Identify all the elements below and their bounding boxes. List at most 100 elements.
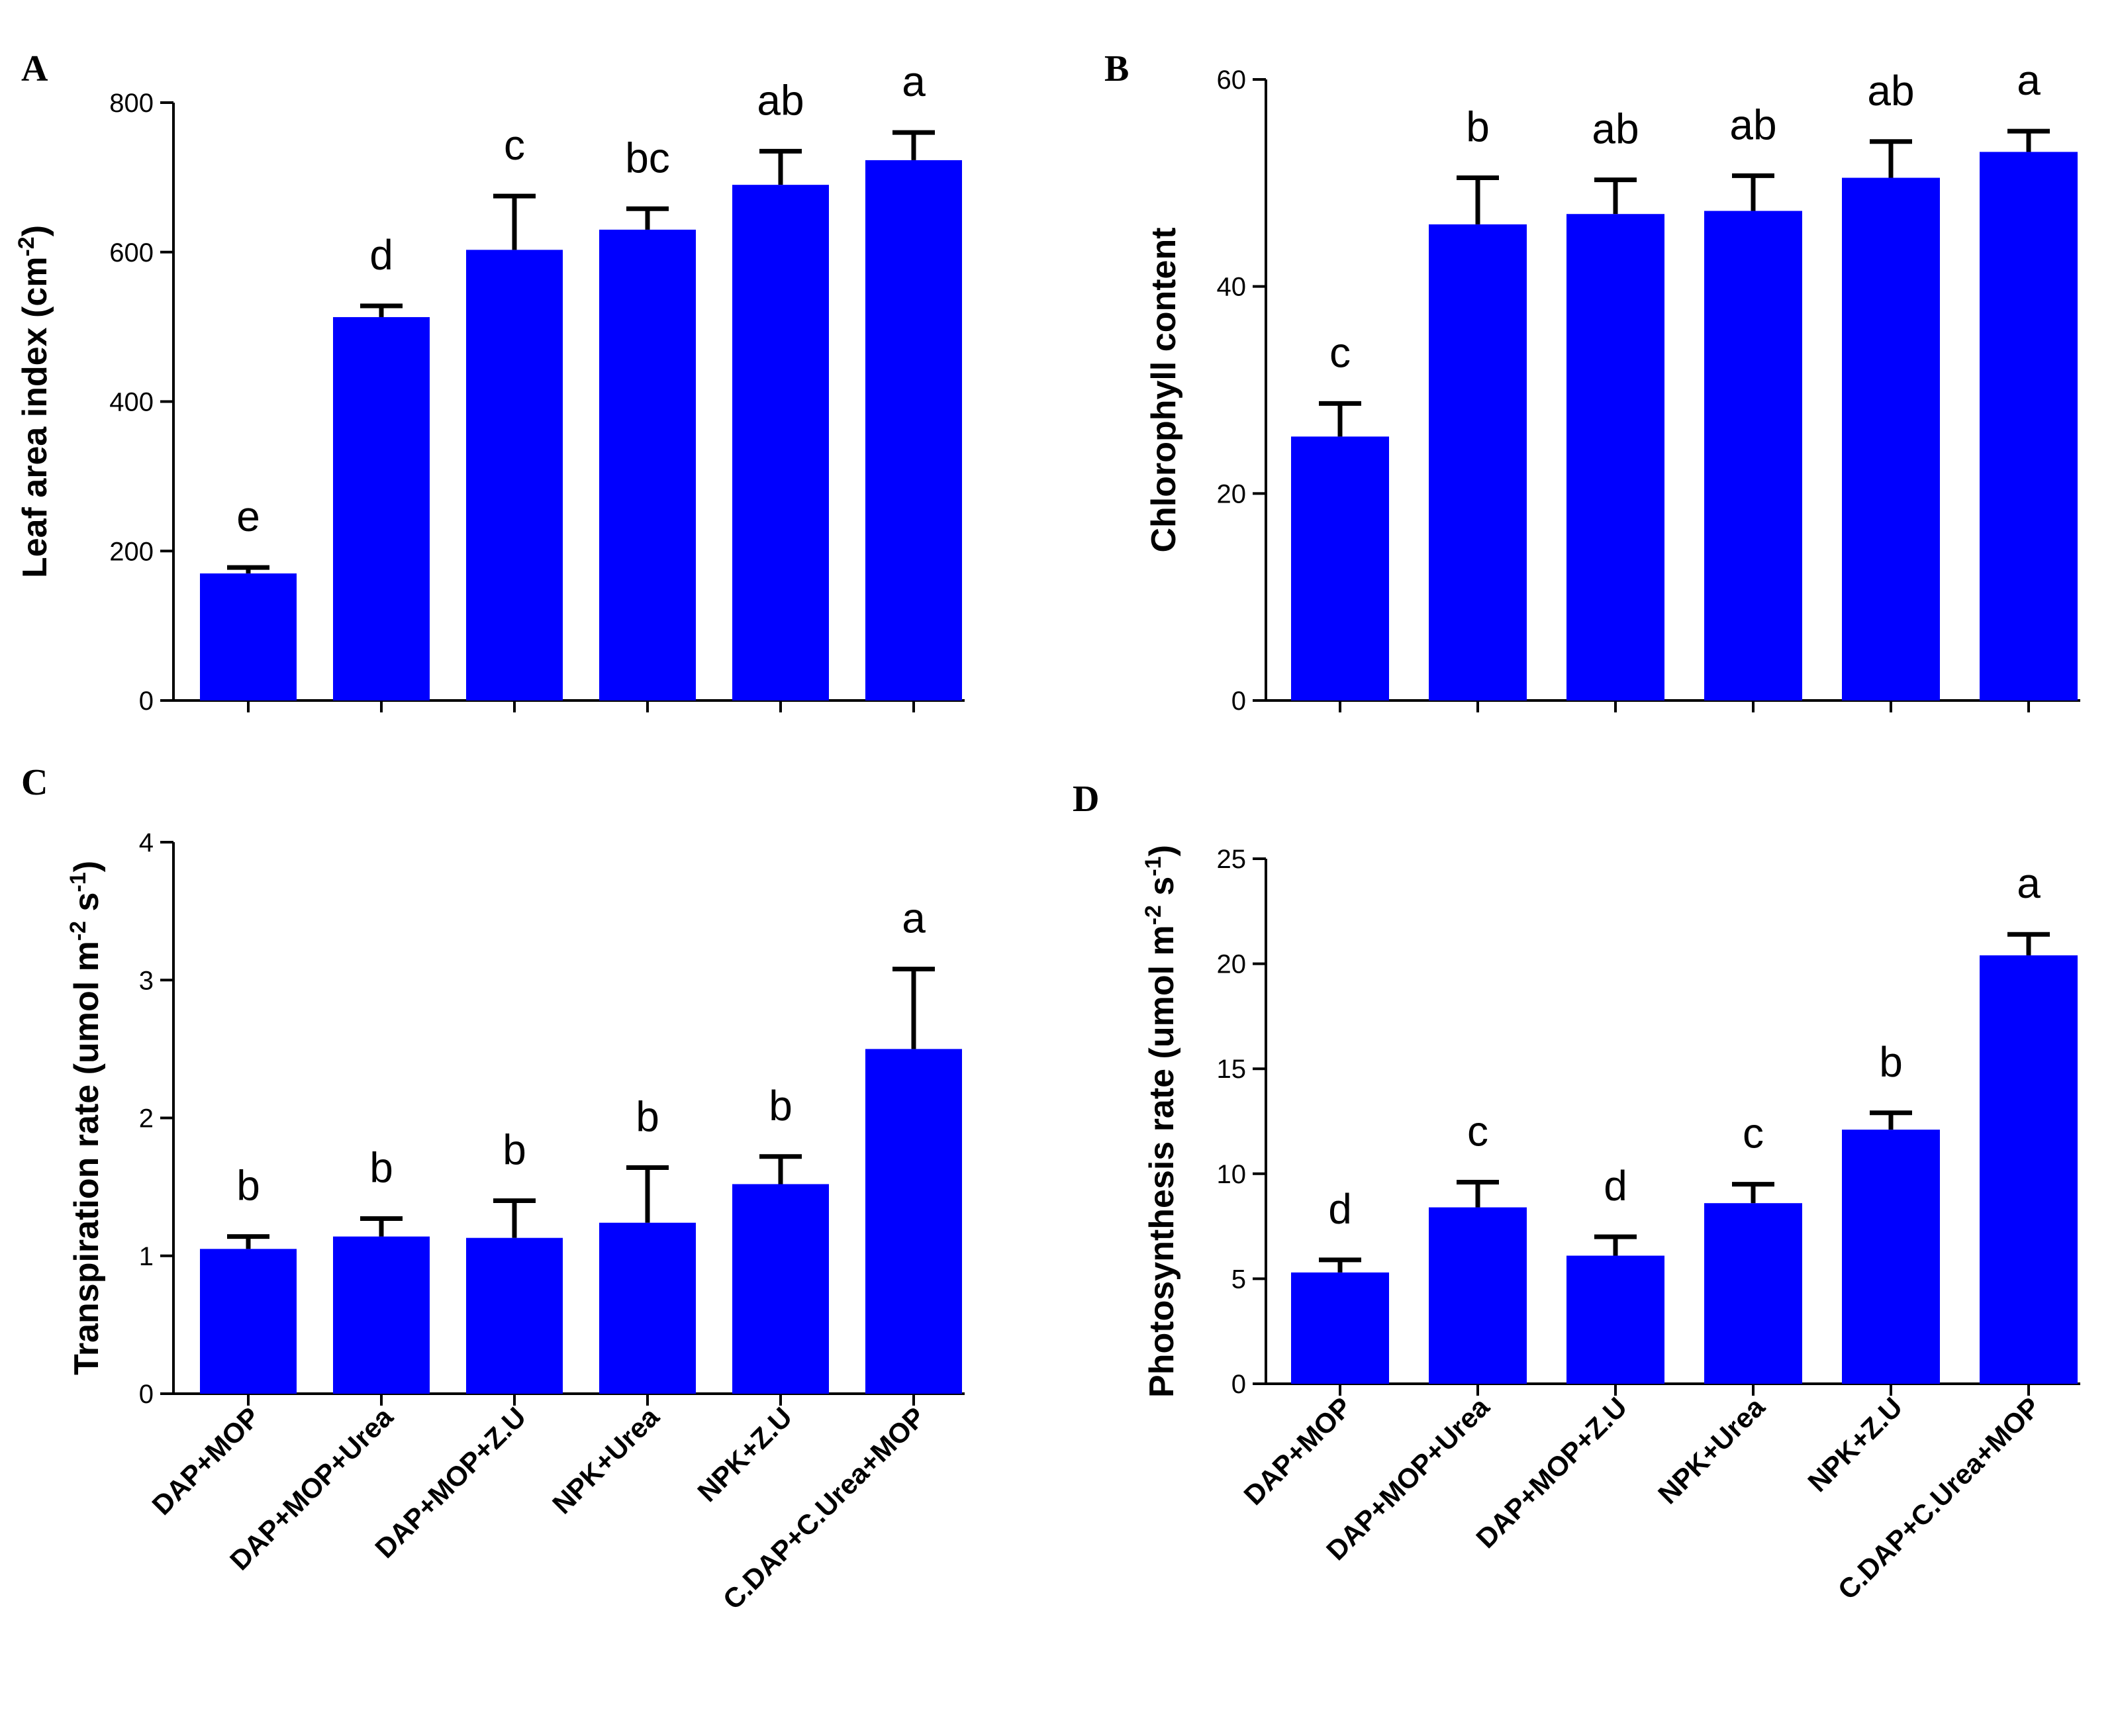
y-axis-label-end: ) (16, 225, 54, 236)
x-tick-label: DAP+MOP (146, 1401, 265, 1521)
significance-letter: b (636, 1092, 659, 1140)
y-axis-label: Leaf area index (cm-2) (14, 225, 54, 578)
y-axis-label-text: Leaf area index (cm (16, 257, 54, 579)
y-tick-label: 20 (1217, 950, 1247, 979)
significance-letter: b (769, 1082, 793, 1130)
bar-3 (466, 1237, 563, 1394)
significance-letter: a (902, 58, 926, 105)
bar-5 (732, 1184, 829, 1394)
y-tick-label: 60 (1217, 66, 1247, 95)
significance-letter: d (1604, 1162, 1627, 1210)
x-tick-label: DAP+MOP (1237, 1391, 1357, 1511)
bar-6 (1980, 152, 2078, 700)
panel-a-chart: A 0 200 400 600 800 Leaf area index (cm-2) e d c b… (14, 48, 965, 716)
y-tick-label: 800 (109, 89, 154, 118)
bar-3 (1566, 1255, 1664, 1384)
bar-6 (865, 160, 962, 700)
x-tick-label: NPK+Z.U (1802, 1391, 1908, 1498)
y-tick-label: 4 (139, 828, 154, 857)
bar-5 (1842, 1130, 1940, 1384)
bar-4 (599, 1222, 696, 1394)
y-tick-label: 200 (109, 537, 154, 566)
y-axis-label-mid: s (1143, 877, 1181, 905)
y-axis-label: Chlorophyll content (1145, 227, 1183, 552)
y-axis-label-text: Chlorophyll content (1145, 227, 1183, 552)
y-tick-label: 0 (139, 1380, 154, 1409)
x-tick-label: NPK+Urea (1652, 1391, 1771, 1510)
panel-letter: D (1073, 779, 1099, 820)
significance-letter: a (902, 894, 926, 942)
y-axis-label: Photosynthesis rate (umol m-2 s-1) (1141, 845, 1181, 1398)
significance-letter: ab (1729, 101, 1776, 148)
bar-5 (1842, 177, 1940, 700)
x-tick-label: DAP+MOP+Z.U (1470, 1391, 1633, 1554)
y-tick-label: 3 (139, 966, 154, 995)
significance-letter: b (503, 1126, 526, 1173)
y-axis-label: Transpiration rate (umol m-2 s-1) (66, 861, 106, 1375)
y-tick-label: 0 (1231, 1370, 1246, 1399)
panel-letter: B (1104, 48, 1129, 89)
significance-letter: a (2017, 859, 2041, 907)
panel-letter: A (21, 48, 48, 89)
bar-1 (1291, 1272, 1389, 1384)
y-tick-label: 600 (109, 238, 154, 267)
y-axis-label-text: Photosynthesis rate (umol m (1143, 925, 1181, 1398)
significance-letter: c (1467, 1107, 1488, 1155)
significance-letter: d (1328, 1185, 1352, 1233)
significance-letter: c (504, 121, 525, 169)
bar-4 (1704, 1203, 1802, 1384)
significance-letter: e (236, 493, 260, 540)
y-axis-label-text: Transpiration rate (umol m (68, 941, 106, 1375)
y-axis-label-sup: -1 (1141, 856, 1166, 876)
bar-3 (1566, 214, 1664, 700)
y-tick-label: 0 (139, 687, 154, 716)
significance-letter: bc (625, 134, 670, 181)
panel-c-chart: C 0 1 2 3 4 Transpiration rate (umol m-2 s-1) b… (21, 762, 965, 1615)
significance-letter: ab (1592, 105, 1639, 153)
significance-letter: b (1466, 103, 1490, 151)
bar-2 (1429, 1207, 1527, 1384)
y-axis-label-sup: -1 (66, 872, 91, 892)
y-tick-label: 2 (139, 1104, 154, 1133)
panel-letter: C (21, 762, 48, 803)
y-tick-label: 400 (109, 388, 154, 417)
panel-d-chart: D 0 5 10 15 20 25 Photosynthesis rate (umol m-2… (1073, 779, 2080, 1606)
y-axis-label-end: ) (68, 861, 106, 872)
y-axis-label-sup: -2 (14, 236, 39, 256)
significance-letter: ab (1867, 67, 1914, 115)
y-tick-label: 10 (1217, 1160, 1247, 1189)
y-axis-label-mid: s (68, 892, 106, 921)
bar-1 (200, 573, 297, 700)
panel-b-chart: B 0 20 40 60 Chlorophyll content c b ab ab ab a (1104, 48, 2080, 716)
y-tick-label: 5 (1231, 1265, 1246, 1294)
bar-6 (1980, 955, 2078, 1384)
y-tick-label: 40 (1217, 273, 1247, 302)
bar-4 (1704, 211, 1802, 700)
bar-6 (865, 1049, 962, 1394)
significance-letter: d (369, 231, 393, 279)
y-axis-label-sup: -2 (66, 921, 91, 941)
y-tick-label: 20 (1217, 479, 1247, 508)
significance-letter: c (1329, 328, 1351, 376)
y-tick-label: 25 (1217, 845, 1247, 874)
bar-2 (333, 316, 430, 700)
y-axis-label-sup: -2 (1141, 905, 1166, 925)
bar-2 (333, 1236, 430, 1394)
x-tick-label: NPK+Z.U (691, 1401, 798, 1508)
y-tick-label: 0 (1231, 687, 1246, 716)
bar-1 (200, 1249, 297, 1394)
bar-2 (1429, 224, 1527, 700)
significance-letter: b (1879, 1038, 1903, 1086)
bar-5 (732, 185, 829, 701)
bar-3 (466, 250, 563, 700)
significance-letter: ab (757, 76, 804, 124)
significance-letter: b (236, 1162, 260, 1210)
bar-1 (1291, 436, 1389, 700)
bar-4 (599, 229, 696, 700)
y-axis-label-end: ) (1143, 845, 1181, 856)
significance-letter: a (2017, 56, 2041, 104)
significance-letter: b (369, 1144, 393, 1192)
y-tick-label: 15 (1217, 1055, 1247, 1084)
y-tick-label: 1 (139, 1242, 154, 1271)
